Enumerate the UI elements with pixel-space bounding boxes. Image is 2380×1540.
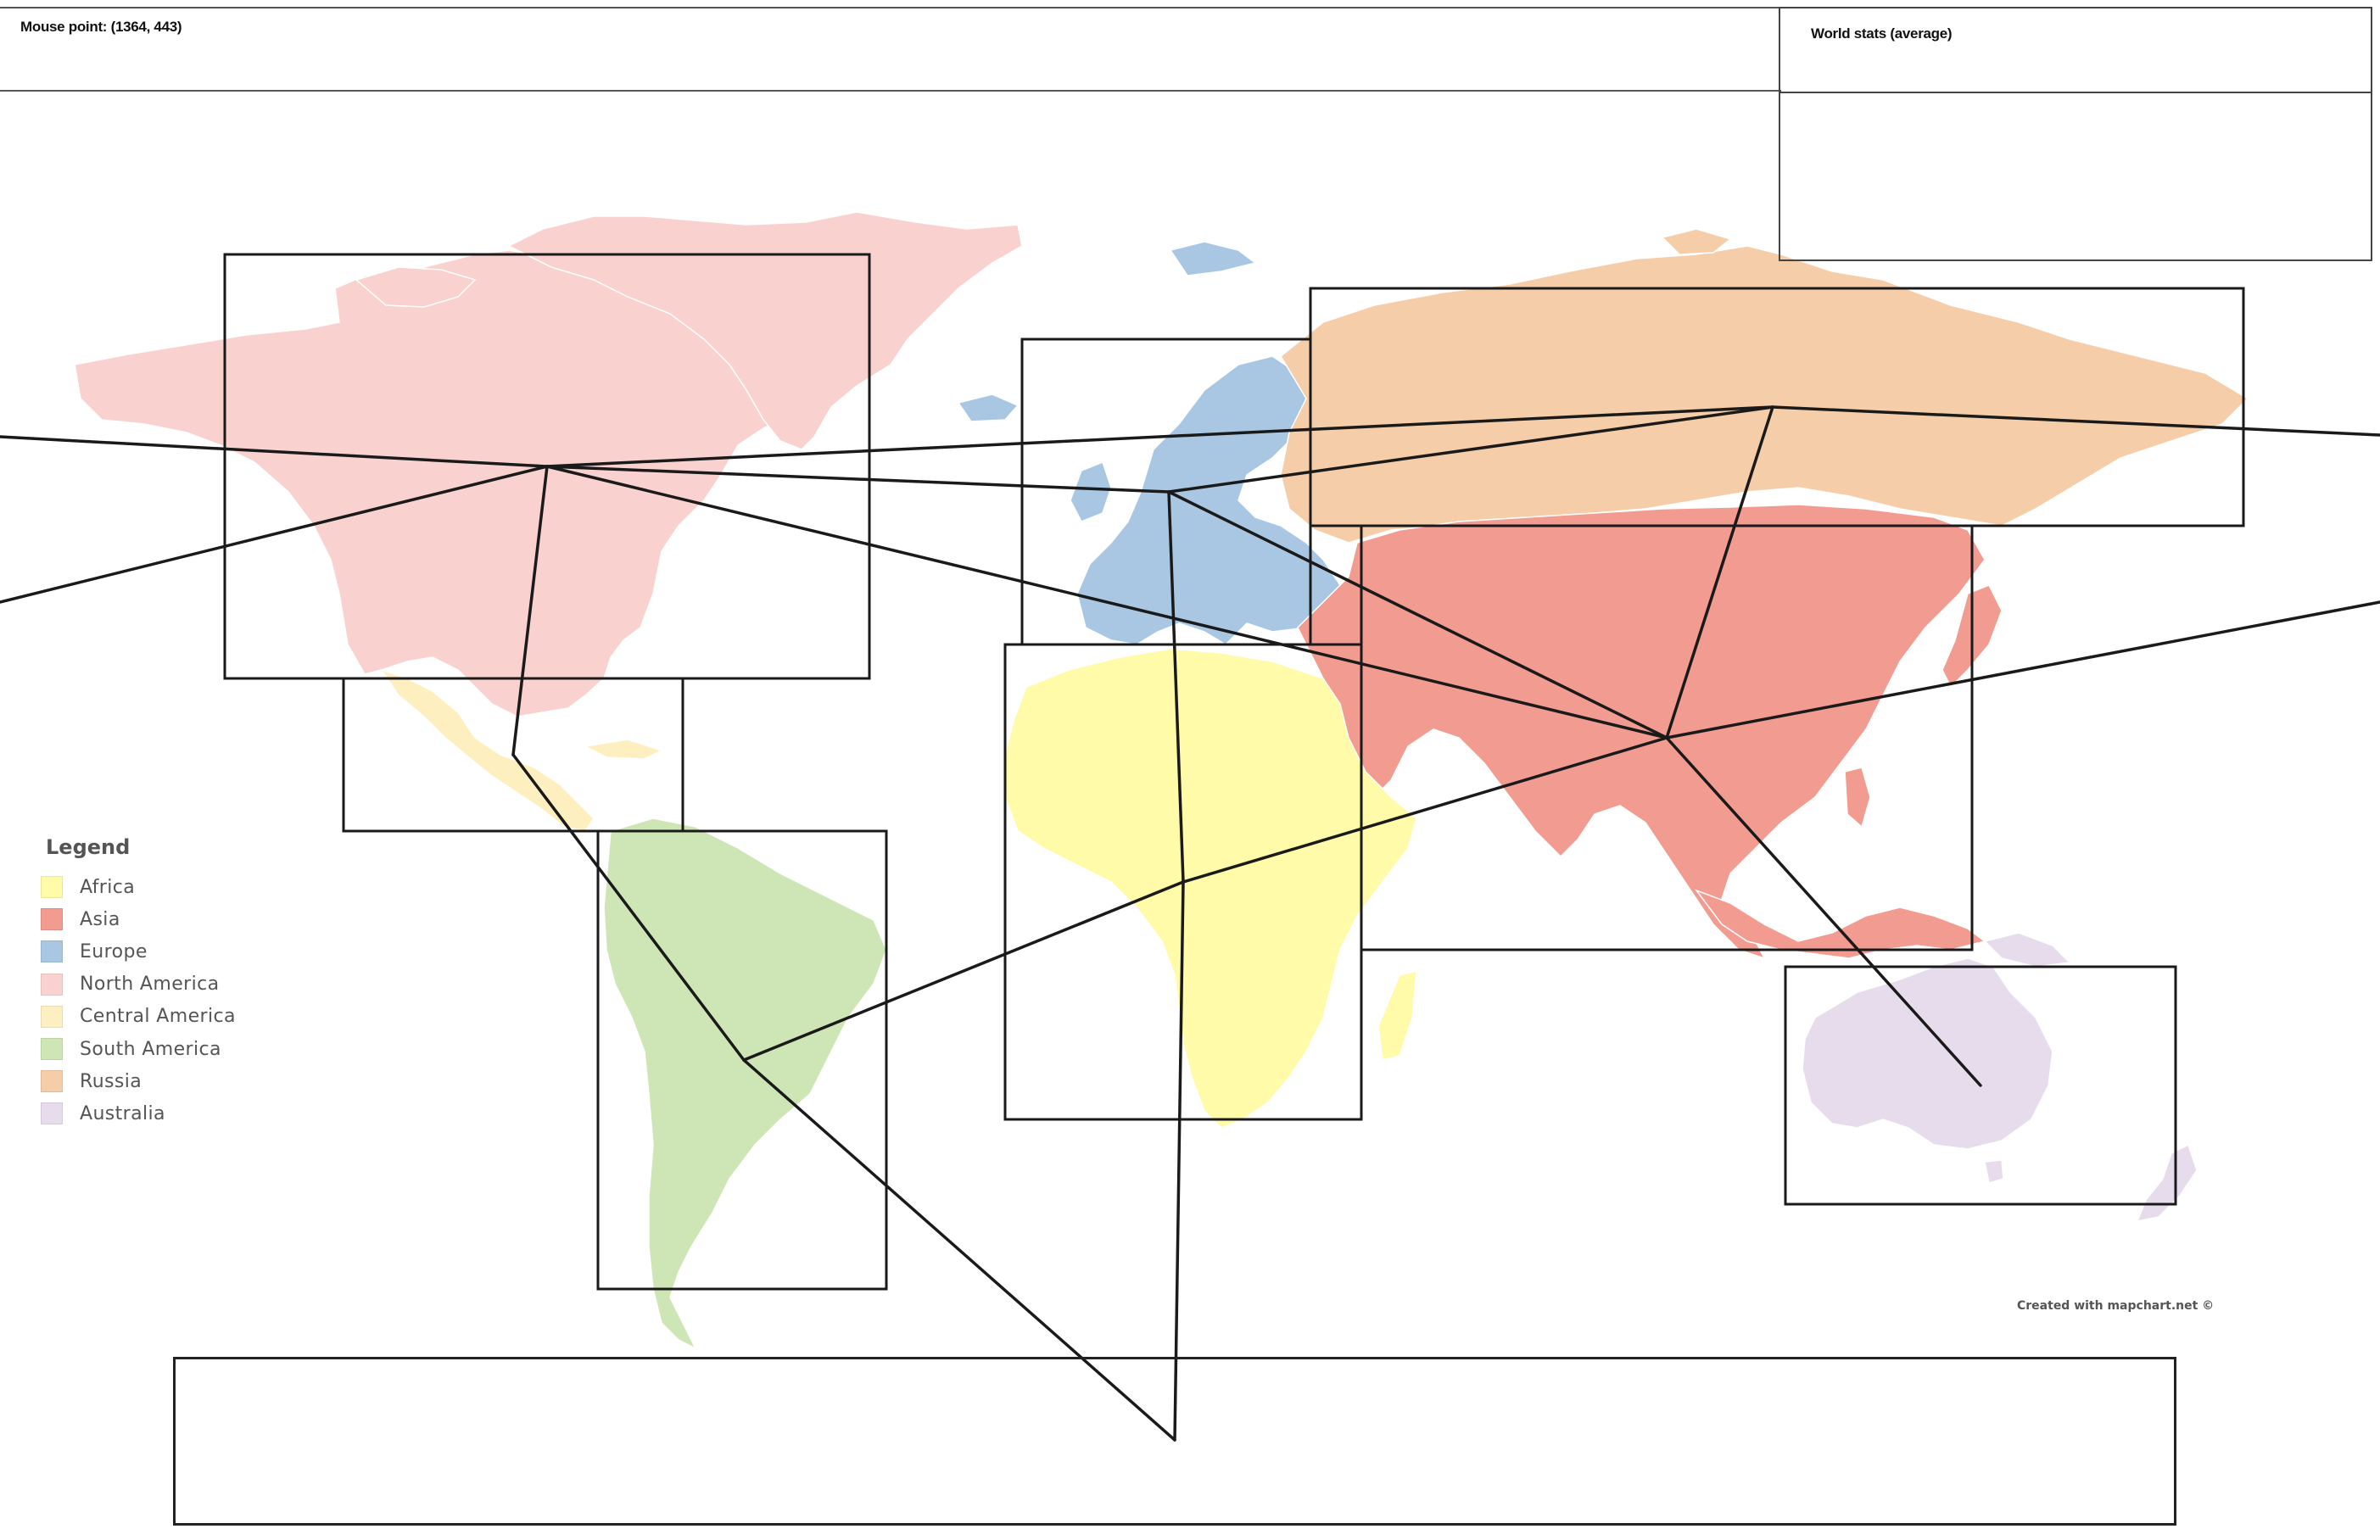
legend-swatch (41, 1070, 63, 1093)
legend-item: Central America (37, 1001, 275, 1033)
world-stats-panel (1779, 7, 2372, 261)
link-central-south (511, 753, 746, 1062)
continent-shapes (74, 211, 2249, 1350)
legend-swatch (41, 908, 63, 931)
legend-label: Asia (80, 908, 120, 930)
map-legend: Legend Africa Asia Europe North America Cent… (37, 835, 275, 1130)
link-africa-bottom (1173, 880, 1185, 1442)
legend-swatch (41, 1102, 63, 1125)
legend-swatch (41, 1005, 63, 1028)
link-russia-asia (1665, 405, 1774, 739)
link-asia-edge-right (1665, 600, 2380, 739)
link-africa-south (742, 880, 1185, 1062)
legend-item: Asia (37, 903, 275, 935)
legend-items: Africa Asia Europe North America Central Ame… (37, 871, 275, 1130)
link-na-russia (545, 405, 1774, 468)
bottom-info-panel (173, 1357, 2176, 1526)
legend-item: Africa (37, 871, 275, 903)
link-na-asia (545, 465, 1668, 739)
region-uk[interactable] (1070, 461, 1112, 522)
legend-label: Australia (80, 1102, 165, 1124)
region-svalbard[interactable] (1169, 241, 1257, 276)
region-greenland[interactable] (507, 211, 1023, 450)
link-edge-left-na (0, 435, 549, 468)
world-stats-title: World stats (average) (1811, 25, 1953, 42)
legend-item: Russia (37, 1065, 275, 1097)
region-south-america[interactable] (603, 817, 887, 1350)
link-asia-australia (1665, 736, 1982, 1087)
link-na-europe (545, 465, 1170, 494)
region-russia-islands[interactable] (1661, 228, 1732, 255)
region-new-zealand[interactable] (2136, 1143, 2198, 1223)
link-europe-russia (1167, 405, 1774, 494)
frame-africa[interactable] (1003, 643, 1363, 1121)
region-caribbean[interactable] (583, 739, 663, 760)
stats-panel-divider (1780, 92, 2371, 93)
legend-label: Central America (80, 1006, 236, 1028)
frame-south-america[interactable] (596, 829, 888, 1291)
frame-australia[interactable] (1784, 965, 2177, 1206)
region-iceland[interactable] (957, 393, 1020, 422)
header-bar (0, 7, 1781, 92)
legend-item: Europe (37, 935, 275, 968)
region-australia[interactable] (1802, 957, 2053, 1150)
region-philippines[interactable] (1844, 767, 1871, 829)
link-edge-left2-na (0, 465, 549, 604)
region-russia[interactable] (1280, 245, 2249, 544)
frame-central-america[interactable] (342, 677, 684, 833)
legend-label: Africa (80, 876, 136, 898)
legend-label: Russia (80, 1070, 142, 1092)
connection-lines (0, 405, 2380, 1442)
legend-label: South America (80, 1038, 221, 1060)
region-madagascar[interactable] (1377, 970, 1417, 1061)
region-africa[interactable] (1004, 648, 1417, 1129)
legend-item: South America (37, 1033, 275, 1065)
legend-swatch (41, 973, 63, 996)
legend-item: Australia (37, 1097, 275, 1130)
legend-title: Legend (46, 835, 131, 859)
region-arctic-islands[interactable] (355, 266, 477, 308)
link-africa-asia (1182, 736, 1668, 884)
region-tasmania[interactable] (1984, 1159, 2004, 1184)
link-europe-asia (1167, 490, 1668, 739)
link-europe-africa (1167, 490, 1185, 884)
legend-item: North America (37, 968, 275, 1001)
map-credit: Created with mapchart.net © (2017, 1299, 2215, 1313)
region-frames (223, 253, 2245, 1291)
legend-swatch (41, 940, 63, 963)
region-new-guinea[interactable] (1983, 932, 2071, 968)
legend-label: North America (80, 974, 220, 996)
mouse-coordinate-readout: Mouse point: (1364, 443) (20, 19, 182, 35)
link-russia-edge-right (1771, 405, 2380, 437)
link-na-central (511, 465, 549, 756)
legend-swatch (41, 876, 63, 899)
legend-swatch (41, 1038, 63, 1061)
link-south-bottom (742, 1058, 1176, 1442)
legend-label: Europe (80, 940, 148, 962)
